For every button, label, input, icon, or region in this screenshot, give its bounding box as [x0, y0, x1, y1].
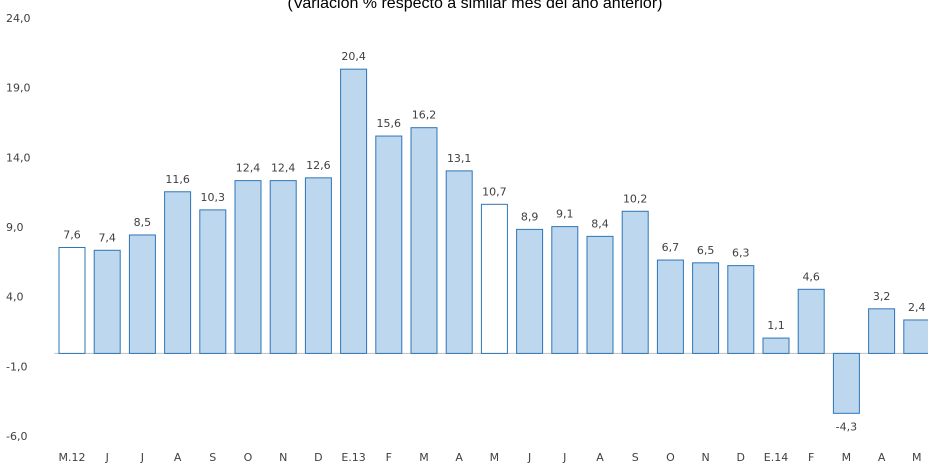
x-tick-label: D [737, 451, 745, 464]
bar [93, 249, 121, 354]
value-label: 13,1 [447, 152, 472, 165]
bar [586, 235, 614, 354]
bar [551, 226, 579, 354]
chart-subtitle: (Variación % respecto a similar mes del … [288, 0, 663, 12]
x-tick-label: E.13 [341, 451, 365, 464]
value-label: 20,4 [341, 50, 366, 63]
bar [762, 337, 790, 354]
bar [516, 228, 544, 354]
x-tick-label: A [596, 451, 604, 464]
y-tick-label: 24,0 [6, 12, 31, 25]
value-label: 7,6 [63, 229, 81, 242]
value-label: 10,7 [482, 185, 507, 198]
bar [692, 262, 720, 354]
x-tick-label: O [244, 451, 253, 464]
x-tick-label: A [878, 451, 886, 464]
bar [340, 68, 368, 354]
x-tick-label: J [527, 451, 531, 464]
bar [164, 191, 192, 354]
value-label: 10,3 [201, 191, 226, 204]
value-label: 2,4 [908, 301, 926, 314]
x-tick-label: F [386, 451, 392, 464]
bar [868, 308, 896, 354]
value-label: 10,2 [623, 192, 648, 205]
x-tick-label: S [632, 451, 639, 464]
value-label: -4,3 [836, 420, 857, 433]
x-tick-label: M [490, 451, 500, 464]
bar [128, 234, 156, 354]
value-label: 16,2 [412, 109, 437, 122]
bar [656, 259, 684, 354]
x-tick-label: J [105, 451, 109, 464]
bar [199, 209, 227, 354]
x-tick-label: M [419, 451, 429, 464]
x-tick-label: M [912, 451, 922, 464]
value-label: 6,7 [662, 241, 680, 254]
value-label: 6,5 [697, 244, 715, 257]
value-label: 7,4 [98, 231, 116, 244]
bar [445, 170, 473, 354]
x-tick-label: N [701, 451, 709, 464]
value-label: 1,1 [767, 319, 785, 332]
x-tick-label: A [455, 451, 463, 464]
value-label: 3,2 [873, 290, 891, 303]
bar [480, 203, 508, 354]
x-tick-label: M.12 [59, 451, 86, 464]
value-label: 12,4 [236, 162, 261, 175]
bar [621, 210, 649, 354]
bar [269, 180, 297, 354]
bar [304, 177, 332, 354]
x-tick-label: N [279, 451, 287, 464]
value-label: 12,4 [271, 162, 296, 175]
x-tick-label: F [808, 451, 814, 464]
bar [903, 319, 928, 354]
value-label: 11,6 [165, 173, 190, 186]
value-label: 8,4 [591, 217, 609, 230]
x-tick-label: J [140, 451, 144, 464]
value-label: 15,6 [377, 117, 402, 130]
bar [832, 352, 860, 414]
x-tick-label: O [666, 451, 675, 464]
y-tick-label: 4,0 [6, 291, 24, 304]
y-tick-label: -1,0 [6, 360, 27, 373]
value-label: 4,6 [802, 270, 820, 283]
bar [727, 265, 755, 354]
bar [797, 288, 825, 354]
value-label: 12,6 [306, 159, 331, 172]
x-tick-label: A [174, 451, 182, 464]
value-label: 8,5 [134, 216, 152, 229]
x-tick-label: S [209, 451, 216, 464]
x-tick-label: J [562, 451, 566, 464]
value-label: 9,1 [556, 208, 574, 221]
bar [58, 247, 86, 354]
y-tick-label: 19,0 [6, 82, 31, 95]
bar [375, 135, 403, 354]
x-tick-label: E.14 [764, 451, 788, 464]
bar [410, 127, 438, 354]
y-tick-label: 9,0 [6, 221, 24, 234]
value-label: 6,3 [732, 247, 750, 260]
y-tick-label: 14,0 [6, 151, 31, 164]
x-tick-label: D [314, 451, 322, 464]
y-tick-label: -6,0 [6, 430, 27, 443]
bar [234, 180, 262, 354]
value-label: 8,9 [521, 210, 539, 223]
x-tick-label: M [842, 451, 852, 464]
